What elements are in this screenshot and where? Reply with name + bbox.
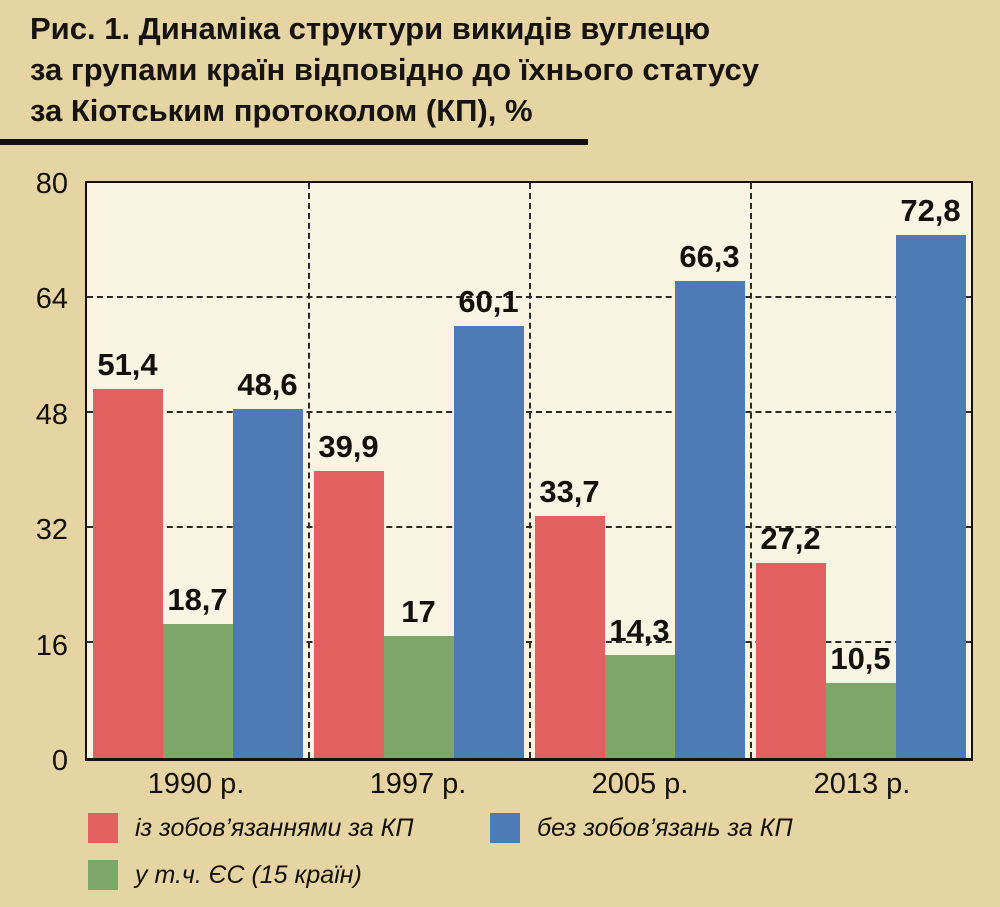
x-tick-label: 1990 р. xyxy=(147,768,245,800)
bar-green: 14,3 xyxy=(604,613,675,758)
x-axis: 1990 р. 1997 р. 2005 р. 2013 р. xyxy=(85,768,973,801)
bar-blue: 48,6 xyxy=(232,367,303,758)
bar-group: 51,4 18,7 48,6 xyxy=(87,183,308,758)
bar-red: 27,2 xyxy=(755,521,826,758)
bar-green: 10,5 xyxy=(825,641,896,758)
bar-value-label: 60,1 xyxy=(458,284,519,320)
figure-title-line-3: за Кіотським протоколом (КП), % xyxy=(30,93,533,128)
bar-value-label: 72,8 xyxy=(900,192,961,228)
legend-label: без зобов’язань за КП xyxy=(537,813,793,842)
bar-value-label: 33,7 xyxy=(539,473,600,509)
figure-title: Рис. 1. Динаміка структури викидів вугле… xyxy=(30,8,990,131)
legend-row-2: у т.ч. ЄС (15 країн) xyxy=(88,860,968,890)
legend-item-without-obligations: без зобов’язань за КП xyxy=(490,813,892,843)
legend-item-eu15: у т.ч. ЄС (15 країн) xyxy=(88,860,490,890)
x-tick-label: 2013 р. xyxy=(813,768,911,800)
gridline-vertical xyxy=(529,183,531,758)
y-tick-label: 32 xyxy=(35,514,68,547)
bar-value-label: 39,9 xyxy=(318,429,379,465)
legend-label: у т.ч. ЄС (15 країн) xyxy=(135,860,362,889)
y-tick-label: 16 xyxy=(35,629,68,662)
bar-value-label: 14,3 xyxy=(609,613,670,649)
title-underline-rule xyxy=(0,139,588,145)
bar-value-label: 27,2 xyxy=(760,520,821,556)
bar-value-label: 51,4 xyxy=(97,346,158,382)
bar-green: 17 xyxy=(383,594,454,758)
gridline-vertical xyxy=(750,183,752,758)
bar-value-label: 18,7 xyxy=(167,581,228,617)
bar-value-label: 10,5 xyxy=(830,640,891,676)
figure-title-line-1: Рис. 1. Динаміка структури викидів вугле… xyxy=(30,11,711,46)
chart-legend: із зобов’язаннями за КП без зобов’язань … xyxy=(88,813,968,907)
figure-title-line-2: за групами країн відповідно до їхнього с… xyxy=(30,52,759,87)
y-axis: 0 16 32 48 64 80 xyxy=(0,168,76,777)
legend-item-with-obligations: із зобов’язаннями за КП xyxy=(88,813,490,843)
x-tick-label: 1997 р. xyxy=(369,768,467,800)
bar-red: 39,9 xyxy=(313,429,384,758)
bar-value-label: 48,6 xyxy=(237,366,298,402)
legend-swatch-green xyxy=(88,860,118,890)
plot-area: 51,4 18,7 48,6 39,9 17 60,1 33,7 14,3 66,3 27,2 10… xyxy=(85,181,973,761)
x-tick-label: 2005 р. xyxy=(591,768,689,800)
y-tick-label: 64 xyxy=(35,283,68,316)
gridline-vertical xyxy=(308,183,310,758)
bar-value-label: 66,3 xyxy=(679,239,740,275)
bar-blue: 60,1 xyxy=(453,284,524,758)
bar-value-label: 17 xyxy=(401,593,436,629)
bar-green: 18,7 xyxy=(162,582,233,758)
legend-swatch-blue xyxy=(490,813,520,843)
bar-group: 39,9 17 60,1 xyxy=(308,183,529,758)
bar-blue: 72,8 xyxy=(895,193,966,758)
bar-group: 33,7 14,3 66,3 xyxy=(529,183,750,758)
legend-row-1: із зобов’язаннями за КП без зобов’язань … xyxy=(88,813,968,843)
y-tick-label: 0 xyxy=(51,745,68,777)
bar-red: 51,4 xyxy=(92,347,163,758)
y-tick-label: 80 xyxy=(35,168,68,200)
y-tick-label: 48 xyxy=(35,398,68,431)
legend-swatch-red xyxy=(88,813,118,843)
bar-blue: 66,3 xyxy=(674,239,745,758)
legend-label: із зобов’язаннями за КП xyxy=(135,813,414,842)
bar-red: 33,7 xyxy=(534,474,605,758)
bar-group: 27,2 10,5 72,8 xyxy=(750,183,971,758)
